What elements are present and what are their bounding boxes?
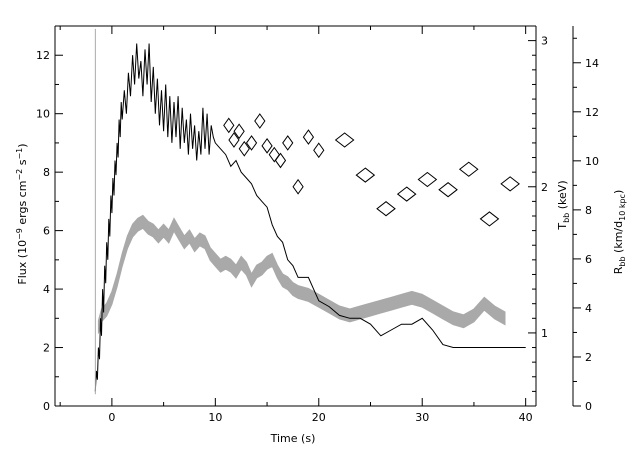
radius-tick-label: 6 — [585, 253, 592, 266]
temperature-point — [233, 123, 245, 140]
temperature-point — [396, 186, 417, 202]
x-axis-title: Time (s) — [270, 432, 316, 445]
flux-line — [94, 43, 526, 392]
y-tick-label-left: 0 — [43, 400, 50, 413]
temperature-layer — [223, 113, 520, 227]
x-tick-label: 30 — [415, 411, 429, 424]
temperature-tick-label: 1 — [541, 327, 548, 340]
temperature-point — [334, 132, 355, 148]
x-tick-label: 0 — [108, 411, 115, 424]
temperature-point — [313, 142, 325, 159]
x-tick-label: 40 — [519, 411, 533, 424]
temperature-tick-label: 3 — [541, 35, 548, 48]
radius-tick-label: 10 — [585, 155, 599, 168]
y-axis-title-left: Flux (10−9 ergs cm−2 s−1) — [15, 143, 29, 284]
temperature-point — [274, 152, 287, 169]
y-tick-label-left: 6 — [43, 225, 50, 238]
temperature-point — [292, 178, 304, 195]
temperature-point — [254, 113, 266, 129]
temperature-point — [355, 167, 376, 183]
temperature-point — [376, 201, 396, 217]
temperature-point — [500, 176, 520, 192]
temperature-tick-label: 2 — [541, 181, 548, 194]
temperature-point — [245, 135, 258, 151]
x-tick-label: 10 — [208, 411, 222, 424]
temperature-point — [417, 171, 438, 188]
temperature-axis-title: Tbb (keV) — [556, 180, 571, 230]
radius-tick-label: 8 — [585, 204, 592, 217]
radius-axis-title: Rbb (km/d10 kpc) — [612, 190, 627, 275]
temperature-point — [458, 161, 479, 177]
temperature-point — [302, 129, 315, 145]
y-tick-label-left: 4 — [43, 283, 50, 296]
temperature-point — [238, 140, 250, 157]
temperature-point — [438, 182, 458, 198]
temperature-point — [223, 117, 235, 134]
y-tick-label-left: 8 — [43, 166, 50, 179]
temperature-point — [268, 146, 280, 163]
y-tick-label-left: 2 — [43, 342, 50, 355]
x-tick-label: 20 — [312, 411, 326, 424]
radius-tick-label: 12 — [585, 106, 599, 119]
flux-layer — [94, 28, 526, 395]
temperature-point — [479, 211, 500, 227]
radius-tick-label: 14 — [585, 57, 599, 70]
temperature-point — [261, 137, 273, 154]
temperature-point — [228, 132, 240, 148]
y-tick-label-left: 10 — [36, 108, 50, 121]
y-tick-label-left: 12 — [36, 49, 50, 62]
radius-band-layer — [97, 214, 506, 334]
temperature-point — [282, 135, 294, 151]
radius-tick-label: 4 — [585, 302, 592, 315]
radius-tick-label: 2 — [585, 351, 592, 364]
radius-band — [97, 214, 506, 334]
radius-tick-label: 0 — [585, 400, 592, 413]
